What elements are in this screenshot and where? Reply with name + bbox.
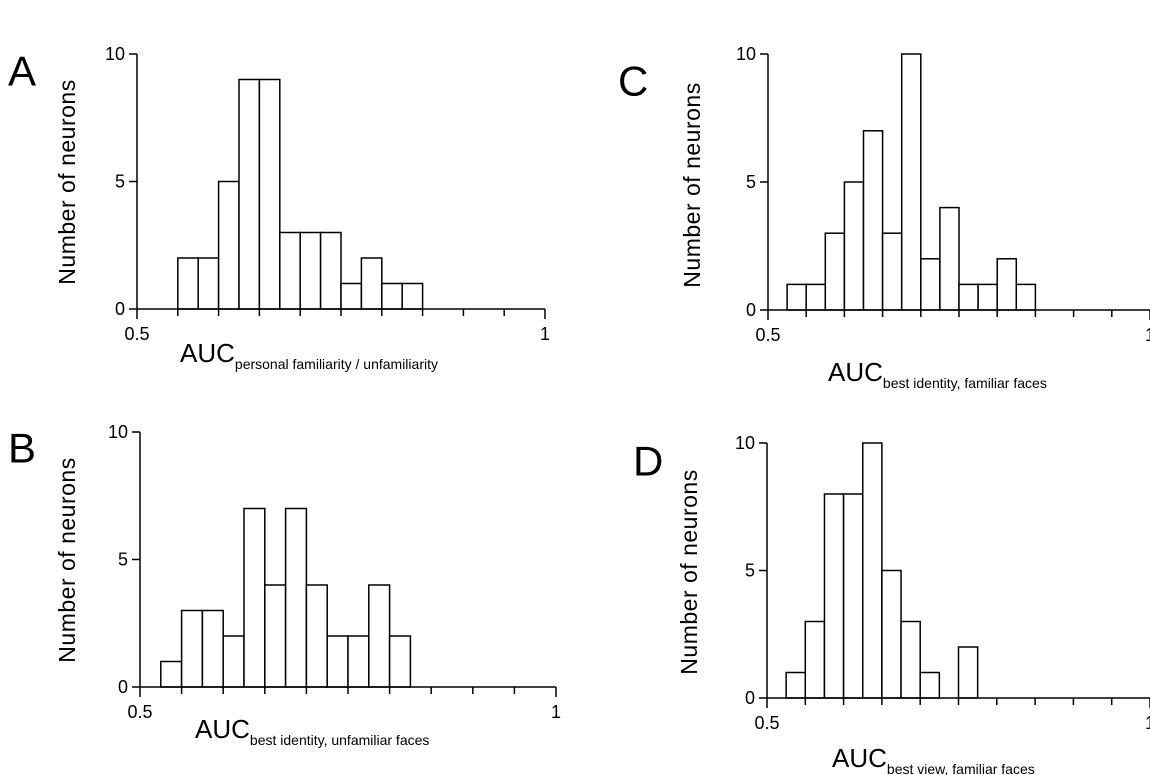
y-tick-label: 10 — [735, 433, 755, 453]
histogram-bar — [919, 671, 941, 699]
histogram-bar — [381, 282, 403, 310]
histogram-bar — [881, 569, 902, 699]
histogram-bar — [264, 584, 287, 688]
histogram-bar — [326, 635, 349, 688]
y-tick-label: 5 — [118, 550, 128, 570]
histogram-bar — [996, 258, 1018, 311]
panel-c: C Number of neurons 0 5 10 0.5 1 AUCbest identi… — [618, 44, 1150, 391]
x-tick-label: 1 — [540, 324, 550, 344]
histogram-bar — [160, 660, 183, 688]
histogram-bar — [401, 282, 424, 310]
histogram-bar — [279, 231, 301, 310]
x-tick-label: 0.5 — [754, 713, 779, 733]
panel-letter: A — [8, 47, 36, 94]
x-axis-label: AUCpersonal familiarity / unfamiliarity — [180, 338, 438, 372]
y-axis-label: Number of neurons — [676, 469, 702, 674]
histogram-bar — [347, 635, 370, 688]
histogram-bar — [805, 283, 827, 311]
x-tick-label: 1 — [1145, 713, 1150, 733]
panel-b: B Number of neurons 0 5 10 0.5 1 AUCbest identi… — [8, 422, 561, 748]
x-axis-label-subscript: best view, familiar faces — [887, 761, 1035, 775]
y-tick-label: 0 — [118, 677, 128, 697]
histogram-bar — [862, 130, 884, 311]
histogram-bar — [201, 609, 224, 688]
y-tick-label: 10 — [105, 44, 125, 64]
y-tick-label: 0 — [115, 299, 125, 319]
histogram-bar — [881, 232, 903, 311]
x-axis-label-main: AUC — [832, 743, 887, 773]
y-tick-label: 5 — [745, 561, 755, 581]
panel-a: A Number of neurons 0 5 10 0.5 1 AUCpersonal fa… — [8, 44, 550, 372]
y-tick-label: 5 — [746, 172, 756, 192]
histogram-bar — [1015, 283, 1037, 311]
histogram-bar — [824, 232, 846, 311]
histogram-bar — [222, 635, 245, 688]
x-tick-label: 1 — [551, 702, 561, 722]
histogram-bar — [939, 206, 960, 311]
y-tick-label: 10 — [108, 422, 128, 442]
histogram-bar — [319, 231, 342, 310]
histogram-bar — [177, 257, 199, 310]
y-tick-label: 10 — [736, 44, 756, 64]
histogram-bar — [305, 584, 328, 688]
panel-d: D Number of neurons 0 5 10 0.5 1 AUCbest view, … — [633, 433, 1150, 775]
panel-letter: D — [633, 437, 663, 484]
histogram-bar — [920, 258, 941, 311]
histogram-bar — [804, 620, 826, 699]
histogram-bar — [785, 671, 807, 699]
panel-letter: C — [618, 57, 648, 104]
y-axis-label: Number of neurons — [54, 79, 80, 284]
histogram-bar — [217, 180, 240, 310]
histogram-bar — [180, 609, 204, 688]
histogram-bar — [957, 646, 979, 699]
x-tick-label: 0.5 — [127, 702, 152, 722]
histogram-bar — [284, 507, 308, 688]
histogram-bar — [360, 257, 383, 310]
histogram-bar — [842, 493, 864, 699]
x-axis-label-subscript: best identity, unfamiliar faces — [250, 732, 430, 748]
x-axis-label-main: AUC — [195, 714, 250, 744]
y-tick-label: 5 — [115, 172, 125, 192]
histogram-bar — [977, 283, 998, 311]
histogram-bar — [958, 283, 979, 311]
y-tick-label: 0 — [746, 300, 756, 320]
histogram-bar — [238, 78, 261, 310]
histogram-bar — [900, 53, 922, 311]
x-axis-label-main: AUC — [828, 357, 883, 387]
y-tick-label: 0 — [745, 688, 755, 708]
x-axis-label-subscript: personal familiarity / unfamiliarity — [235, 356, 438, 372]
histogram-bar — [299, 231, 322, 310]
panel-letter: B — [8, 424, 36, 471]
y-axis-label: Number of neurons — [679, 82, 705, 287]
x-axis-label: AUCbest identity, familiar faces — [828, 357, 1047, 391]
histogram-bar — [258, 78, 281, 310]
x-axis-label-subscript: best identity, familiar faces — [883, 375, 1047, 391]
x-axis-label-main: AUC — [180, 338, 235, 368]
histogram-bar — [862, 442, 883, 699]
histogram-bar — [243, 507, 266, 688]
histogram-bar — [340, 282, 363, 310]
histogram-bar — [388, 635, 412, 688]
x-axis-label: AUCbest identity, unfamiliar faces — [195, 714, 429, 748]
histogram-bar — [843, 181, 865, 311]
histogram-bar — [368, 584, 391, 688]
x-tick-label: 0.5 — [124, 324, 149, 344]
histogram-bar — [900, 620, 921, 699]
histogram-bar — [823, 493, 845, 699]
x-tick-label: 0.5 — [755, 325, 780, 345]
histogram-bar — [786, 283, 807, 311]
x-tick-label: 1 — [1145, 325, 1150, 345]
histogram-bar — [197, 257, 220, 310]
x-axis-label: AUCbest view, familiar faces — [832, 743, 1035, 775]
y-axis-label: Number of neurons — [54, 457, 80, 662]
